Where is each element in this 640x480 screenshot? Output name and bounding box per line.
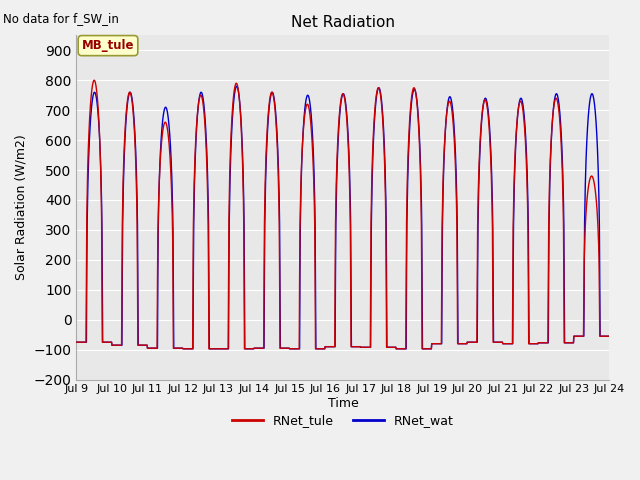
RNet_wat	[233, 84, 241, 89]
RNet_wat	[426, 346, 434, 352]
RNet_wat	[179, 346, 187, 352]
RNet_wat	[178, 345, 186, 351]
X-axis label: Time: Time	[328, 397, 358, 410]
RNet_wat	[72, 339, 80, 345]
Legend: RNet_tule, RNet_wat: RNet_tule, RNet_wat	[227, 409, 459, 432]
RNet_tule	[495, 339, 503, 345]
RNet_tule	[192, 140, 200, 146]
Y-axis label: Solar Radiation (W/m2): Solar Radiation (W/m2)	[15, 134, 28, 280]
RNet_tule	[543, 340, 550, 346]
RNet_tule	[179, 346, 187, 352]
RNet_wat	[543, 340, 550, 346]
RNet_wat	[191, 156, 199, 161]
Title: Net Radiation: Net Radiation	[291, 15, 395, 30]
RNet_tule	[90, 77, 98, 83]
RNet_tule	[179, 345, 186, 351]
Text: MB_tule: MB_tule	[82, 39, 134, 52]
RNet_tule	[605, 333, 613, 339]
RNet_tule	[252, 345, 259, 351]
RNet_tule	[72, 339, 80, 345]
RNet_wat	[252, 345, 259, 351]
RNet_wat	[495, 339, 503, 345]
Text: No data for f_SW_in: No data for f_SW_in	[3, 12, 119, 25]
RNet_wat	[605, 333, 613, 339]
Line: RNet_tule: RNet_tule	[76, 80, 609, 349]
RNet_tule	[426, 346, 434, 352]
Line: RNet_wat: RNet_wat	[76, 86, 609, 349]
